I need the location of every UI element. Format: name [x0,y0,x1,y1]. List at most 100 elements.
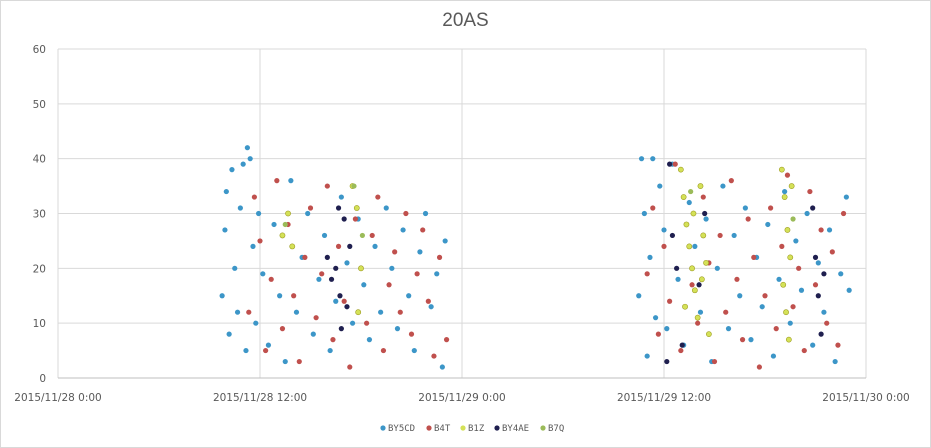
data-point-by5cd [647,254,653,260]
data-point-by5cd [650,156,656,162]
data-point-by5cd [226,331,232,337]
data-point-b4t [403,210,409,217]
data-point-b4t [824,320,830,326]
data-point-b1z [787,254,794,261]
data-point-by5cd [675,276,681,282]
data-point-b4t [756,364,762,370]
gridlines [57,48,867,379]
data-point-b4t [420,227,426,233]
data-point-b4t [408,331,415,337]
x-axis-ticks: 2015/11/28 0:00 2015/11/28 12:00 2015/11/2… [14,392,909,404]
data-point-b4t [655,331,661,337]
data-point-b4t [380,347,387,354]
legend-marker [426,425,432,431]
data-point-by5cd [333,298,339,304]
data-point-by4ae [810,205,816,211]
data-point-b4t [717,232,723,239]
data-point-b1z [691,287,698,294]
data-point-by5cd [832,358,838,365]
data-point-by4ae [335,205,342,211]
data-point-by5cd [237,205,243,211]
data-point-by5cd [349,320,356,326]
data-point-b4t [829,249,835,255]
data-point-by5cd [442,238,448,244]
data-point-by5cd [223,188,229,195]
data-point-b4t [751,254,757,260]
legend-marker [494,425,500,431]
legend-label: B7Q [548,424,564,434]
data-point-b4t [246,309,252,315]
data-point-by5cd [793,238,799,244]
data-point-by5cd [737,293,743,299]
data-point-by5cd [389,265,395,271]
data-point-by4ae [341,216,347,222]
data-point-by5cd [232,265,238,271]
y-tick-label: 10 [33,318,46,330]
data-point-by5cd [838,271,844,277]
data-point-b4t [672,161,678,167]
data-point-by5cd [714,265,720,271]
data-point-b4t [762,293,768,299]
legend: BY5CD B4T B1Z BY4AE B7Q [380,424,564,434]
y-tick-label: 30 [33,209,46,221]
data-point-by5cd [434,271,440,277]
x-tick-label: 2015/11/29 12:00 [617,392,711,404]
data-point-by5cd [692,243,698,249]
data-point-by5cd [255,210,262,217]
data-point-by5cd [657,183,663,189]
chart-title: 20AS [442,10,489,31]
data-point-by5cd [428,304,434,310]
data-point-by5cd [253,320,259,326]
data-point-b4t [414,271,420,277]
data-point-by5cd [305,210,311,217]
data-point-by5cd [798,287,805,293]
data-point-by4ae [333,265,339,271]
data-point-by5cd [316,276,322,282]
data-point-b1z [703,259,709,266]
x-tick-label: 2015/11/28 0:00 [14,392,101,404]
data-point-b4t [650,205,656,211]
data-point-by5cd [742,205,748,211]
data-point-by4ae [344,304,350,310]
data-point-b4t [812,282,819,288]
data-point-b4t [296,358,302,365]
data-point-by5cd [372,243,378,249]
data-point-b4t [667,298,673,304]
x-tick-label: 2015/11/28 12:00 [213,392,307,404]
data-point-b1z [700,232,707,239]
data-point-b4t [661,243,667,249]
data-point-b1z [785,336,792,343]
data-point-b1z [683,221,690,228]
data-point-b4t [324,183,330,189]
data-point-by5cd [229,167,235,173]
data-point-b4t [397,309,403,315]
data-point-by5cd [664,326,670,332]
data-point-b4t [835,342,841,348]
data-point-b4t [790,304,796,310]
data-point-by4ae [815,293,821,299]
legend-label: BY5CD [388,424,415,434]
data-point-by5cd [765,221,771,228]
data-point-b1z [705,331,712,338]
data-point-b4t [801,347,807,354]
data-point-b4t [818,227,824,233]
legend-marker [380,425,386,431]
data-point-b4t [352,216,358,222]
data-point-by5cd [725,326,732,332]
data-point-by5cd [321,232,328,239]
data-point-by5cd [720,183,726,189]
data-point-by5cd [776,276,782,282]
data-point-b4t [773,326,779,332]
data-point-by4ae [669,232,676,239]
data-point-b4t [768,205,774,211]
data-point-by5cd [394,326,401,332]
data-point-by5cd [234,309,241,315]
data-point-by5cd [361,282,367,288]
data-point-by5cd [243,347,249,354]
data-point-b4t [341,298,347,304]
legend-label: B4T [434,424,451,434]
data-point-by5cd [344,260,350,266]
data-point-b4t [739,337,746,343]
data-point-by5cd [378,309,384,315]
data-point-b4t [330,337,336,343]
